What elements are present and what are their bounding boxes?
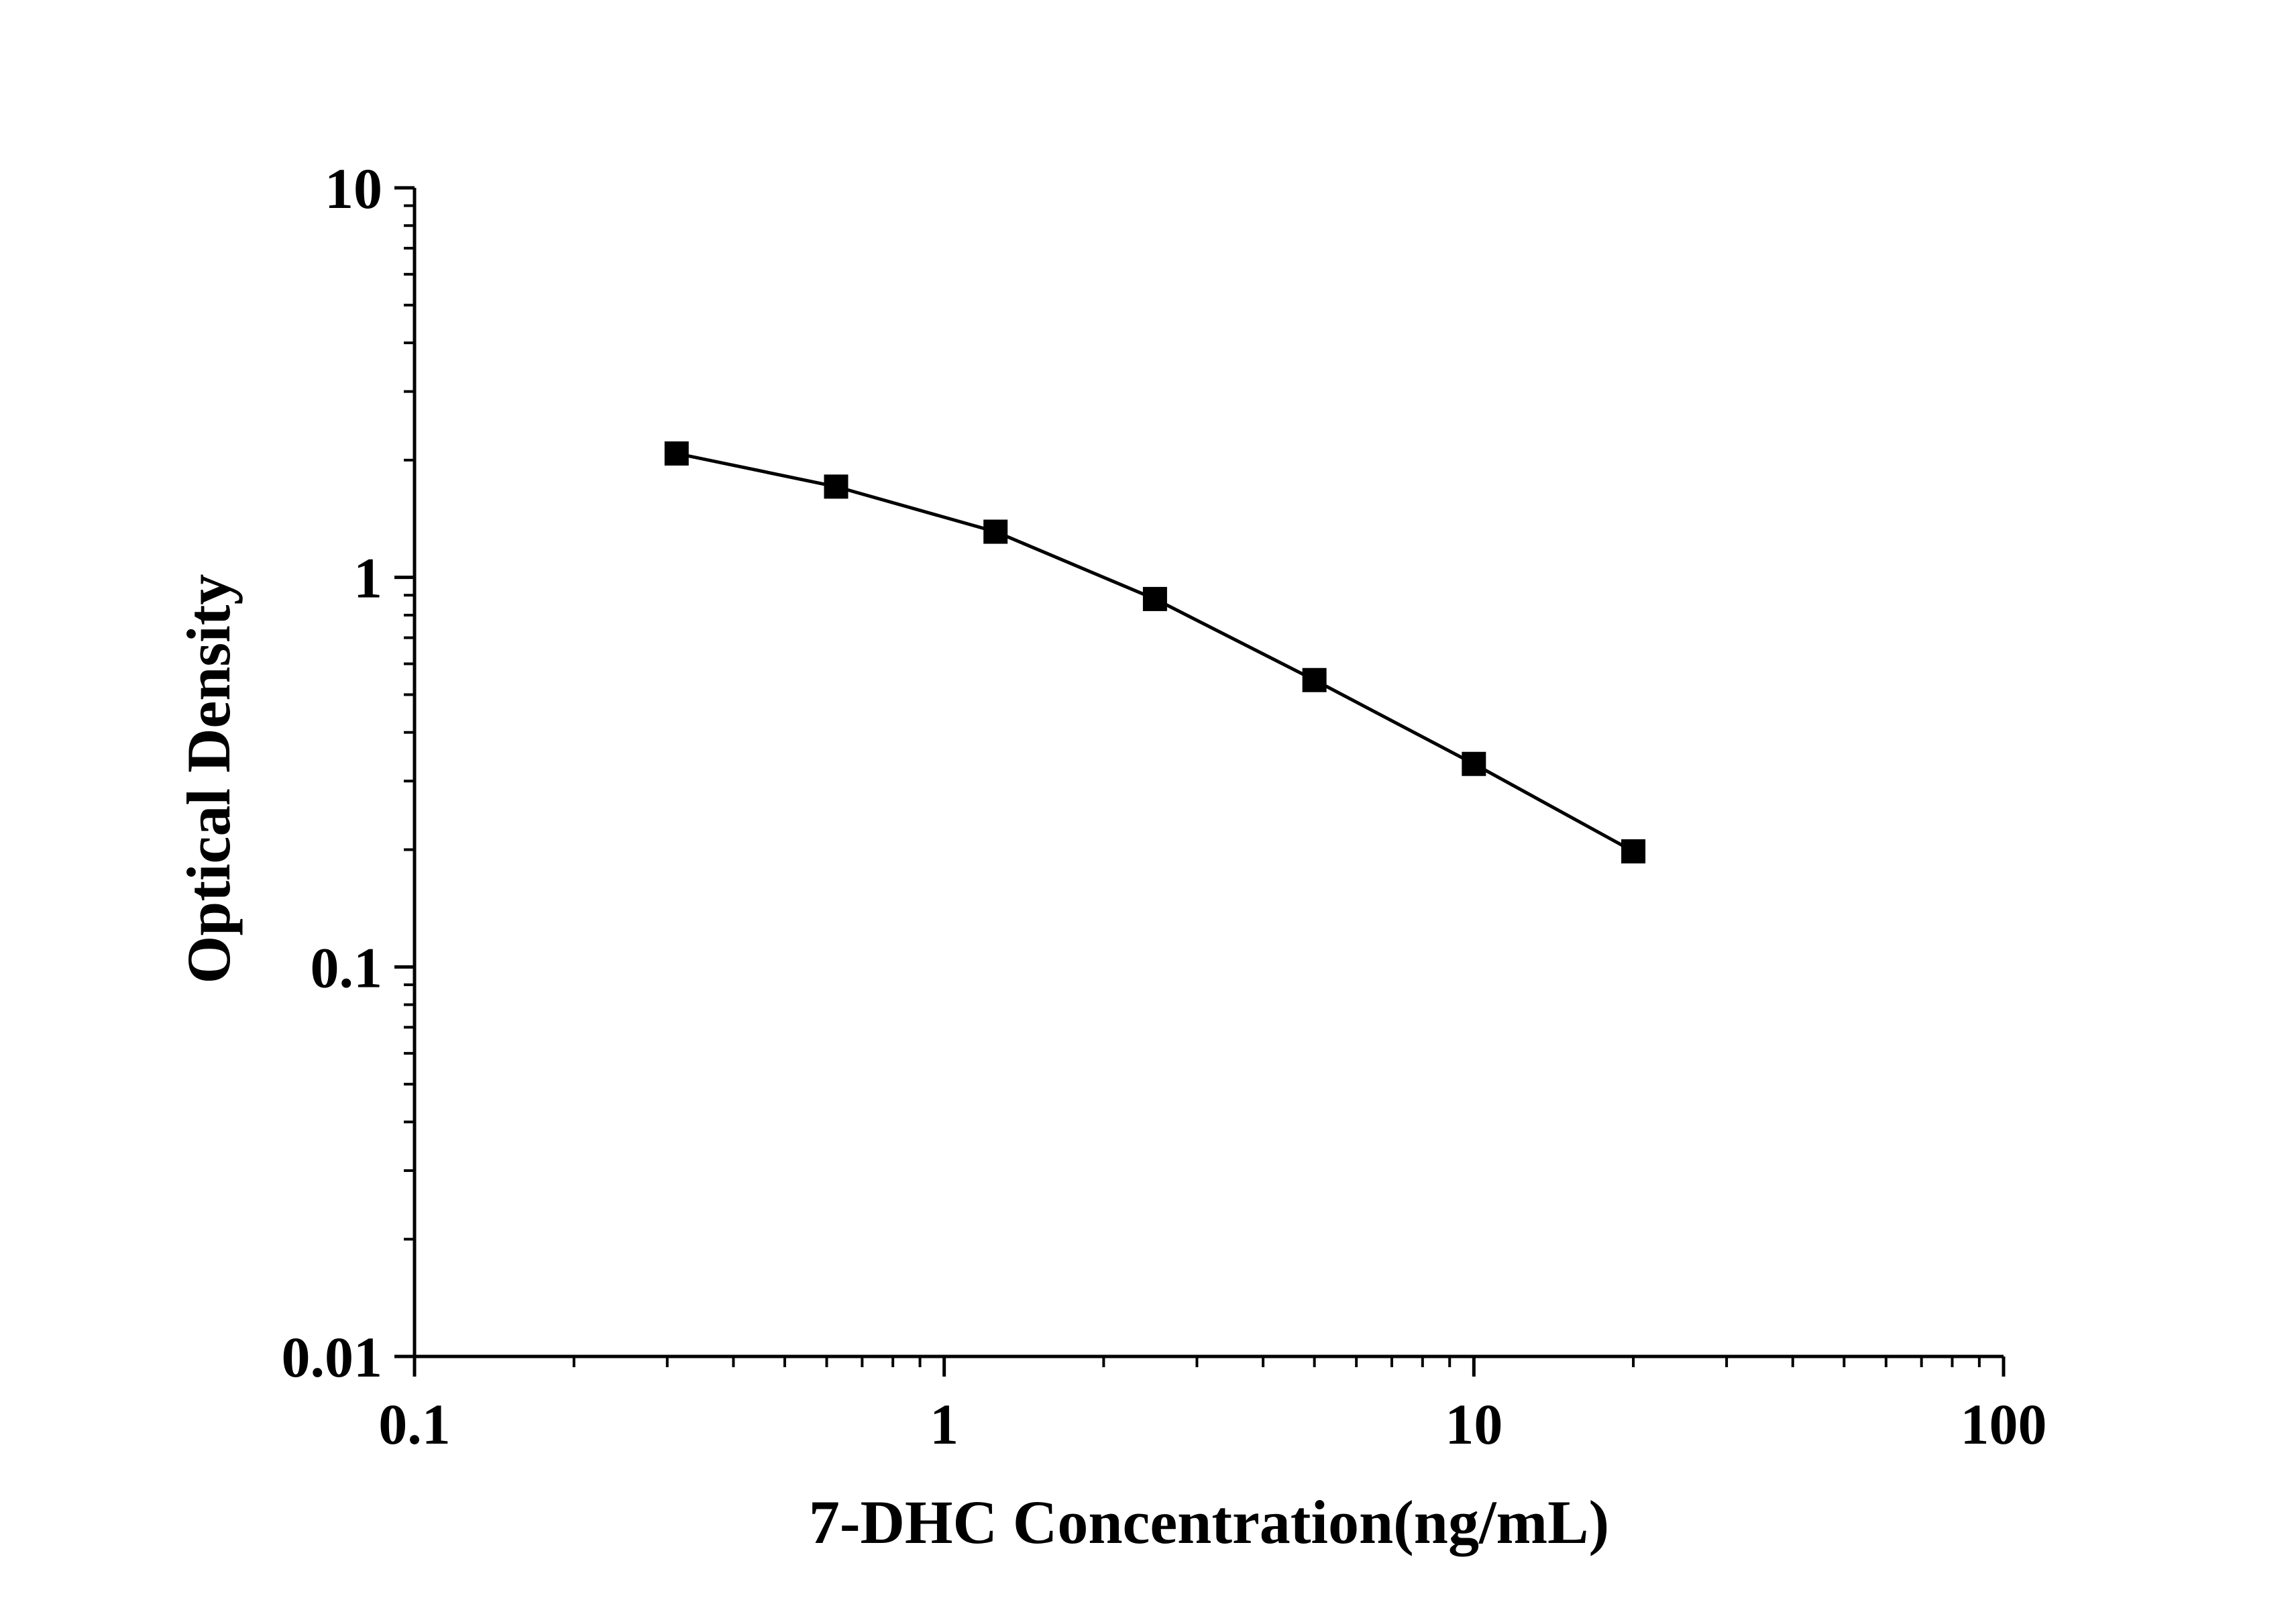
data-point-marker bbox=[983, 519, 1008, 544]
x-tick-label: 1 bbox=[930, 1392, 959, 1456]
data-point-marker bbox=[1142, 586, 1167, 611]
axes bbox=[413, 188, 2004, 1358]
y-tick-label: 1 bbox=[353, 546, 382, 610]
ticks bbox=[394, 186, 2006, 1377]
y-tick-label: 0.01 bbox=[282, 1325, 383, 1389]
y-axis-title: Optical Density bbox=[174, 574, 243, 984]
data-point-marker bbox=[824, 474, 849, 499]
data-point-marker bbox=[1621, 839, 1646, 864]
x-tick-label: 10 bbox=[1445, 1392, 1502, 1456]
data-point-marker bbox=[1302, 667, 1327, 692]
series bbox=[664, 441, 1646, 864]
x-tick-label: 0.1 bbox=[378, 1392, 451, 1456]
y-tick-label: 0.1 bbox=[311, 935, 383, 1000]
y-tick-label: 10 bbox=[325, 156, 382, 221]
data-point-marker bbox=[664, 441, 689, 466]
data-point-marker bbox=[1462, 751, 1486, 776]
x-tick-label: 100 bbox=[1961, 1392, 2047, 1456]
x-axis-title: 7-DHC Concentration(ng/mL) bbox=[809, 1488, 1609, 1556]
